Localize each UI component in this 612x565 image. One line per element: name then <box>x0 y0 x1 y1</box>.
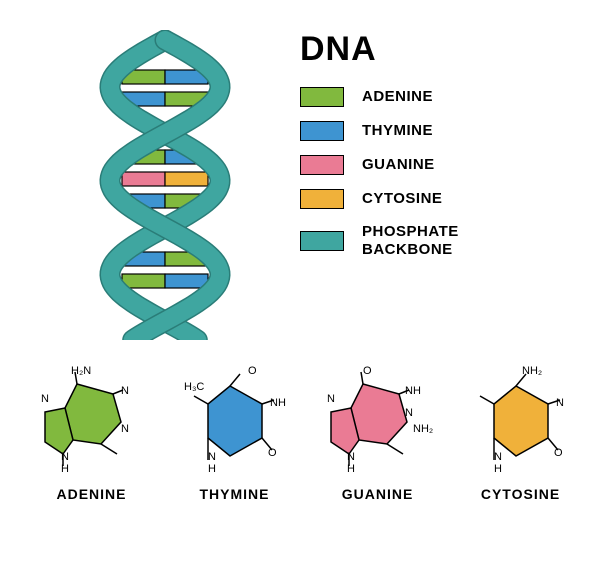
molecule-structure: H₂NNNNNH <box>27 360 157 480</box>
molecule: NH₂NNHOCYTOSINE <box>451 360 591 502</box>
legend-row: PHOSPHATEBACKBONE <box>300 223 572 259</box>
svg-text:NH₂: NH₂ <box>413 423 433 435</box>
top-section: DNA ADENINE THYMINE GUANINE CYTOSINE PHOSPHA… <box>0 0 612 350</box>
svg-text:NH₂: NH₂ <box>522 365 542 377</box>
svg-text:NH: NH <box>270 397 286 409</box>
svg-text:O: O <box>268 447 277 459</box>
legend-swatch <box>300 189 344 209</box>
molecule-label: THYMINE <box>200 486 270 502</box>
svg-text:H₂N: H₂N <box>71 365 91 377</box>
svg-text:H: H <box>61 463 69 475</box>
svg-text:N: N <box>556 397 564 409</box>
svg-text:N: N <box>405 407 413 419</box>
legend-label: CYTOSINE <box>362 190 442 208</box>
molecule-structure: ONHNNH₂NNH <box>313 360 443 480</box>
dna-helix <box>60 30 270 340</box>
svg-text:O: O <box>554 447 563 459</box>
molecule-label: CYTOSINE <box>481 486 560 502</box>
legend: DNA ADENINE THYMINE GUANINE CYTOSINE PHOSPHA… <box>270 30 572 340</box>
legend-swatch <box>300 231 344 251</box>
svg-text:H: H <box>208 463 216 475</box>
molecules-row: H₂NNNNNHADENINEH₃CONHNHOTHYMINEONHNNH₂NN… <box>0 350 612 502</box>
molecule: H₂NNNNNHADENINE <box>22 360 162 502</box>
legend-label: PHOSPHATEBACKBONE <box>362 223 459 259</box>
legend-row: CYTOSINE <box>300 189 572 209</box>
legend-label: GUANINE <box>362 156 435 174</box>
svg-text:N: N <box>347 451 355 463</box>
legend-swatch <box>300 155 344 175</box>
legend-row: ADENINE <box>300 87 572 107</box>
legend-row: GUANINE <box>300 155 572 175</box>
svg-text:N: N <box>208 451 216 463</box>
svg-text:O: O <box>248 365 257 377</box>
molecule: ONHNNH₂NNHGUANINE <box>308 360 448 502</box>
legend-label: ADENINE <box>362 88 433 106</box>
svg-text:H₃C: H₃C <box>184 381 204 393</box>
molecule: H₃C O NH NH O THYMINE <box>165 360 305 502</box>
svg-text:N: N <box>121 423 129 435</box>
legend-swatch <box>300 121 344 141</box>
molecule-structure: NH₂NNHO <box>456 360 586 480</box>
svg-text:N: N <box>61 451 69 463</box>
legend-swatch <box>300 87 344 107</box>
svg-text:H: H <box>347 463 355 475</box>
molecule-structure: H₃C O NH NH O <box>170 360 300 480</box>
svg-text:N: N <box>494 451 502 463</box>
svg-text:N: N <box>121 385 129 397</box>
molecule-label: GUANINE <box>342 486 414 502</box>
svg-text:N: N <box>41 393 49 405</box>
svg-text:H: H <box>494 463 502 475</box>
svg-text:N: N <box>327 393 335 405</box>
svg-text:O: O <box>363 365 372 377</box>
svg-text:NH: NH <box>405 385 421 397</box>
legend-label: THYMINE <box>362 122 433 140</box>
legend-title: DNA <box>300 30 572 69</box>
molecule-label: ADENINE <box>56 486 126 502</box>
legend-row: THYMINE <box>300 121 572 141</box>
